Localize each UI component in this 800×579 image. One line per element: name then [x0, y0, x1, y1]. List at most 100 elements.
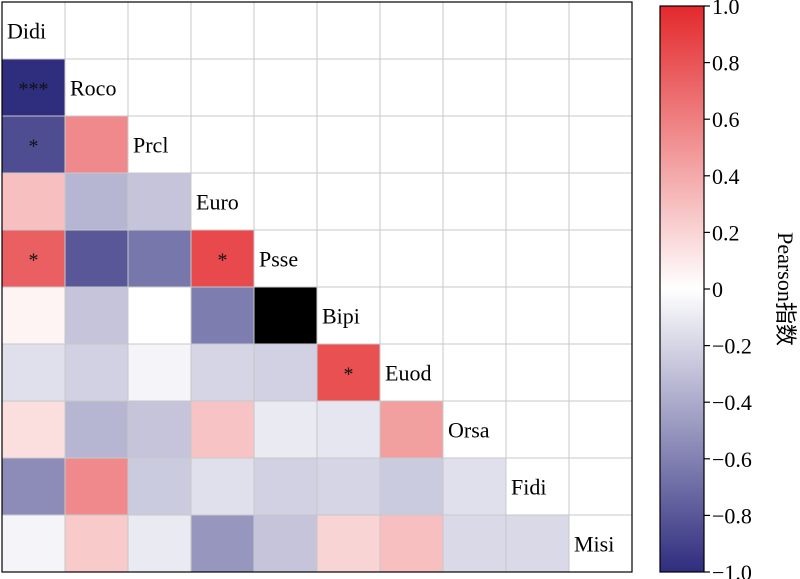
empty-cell	[127, 1, 192, 60]
heatmap-cell	[190, 400, 255, 459]
empty-cell	[568, 115, 633, 174]
colorbar: 1.0 0.8 0.6 0.4 0.2 0 −0.2 −0.4 −0.6 −0.8 −1.0 Pea…	[659, 0, 798, 579]
empty-cell	[190, 1, 255, 60]
empty-cell	[316, 286, 381, 345]
empty-cell	[505, 286, 570, 345]
empty-cell	[505, 400, 570, 459]
heatmap-cell	[1, 286, 66, 345]
heatmap-grid: Didi *** Roco * Prcl Euro * * Psse Bipi * Euod Orsa F…	[1, 1, 633, 573]
heatmap-cell	[190, 514, 255, 573]
colorbar-ticks: 1.0 0.8 0.6 0.4 0.2 0 −0.2 −0.4 −0.6 −0.8 −1.0	[704, 0, 752, 579]
significance-marker: ***	[19, 79, 49, 101]
variable-label: Orsa	[448, 418, 490, 443]
heatmap-cell	[64, 343, 129, 402]
heatmap-cell	[442, 514, 507, 573]
heatmap-cell	[64, 286, 129, 345]
variable-label: Roco	[70, 76, 116, 101]
heatmap-cell	[190, 229, 255, 288]
variable-label: Prcl	[133, 133, 168, 158]
empty-cell	[568, 457, 633, 516]
empty-cell	[505, 58, 570, 117]
empty-cell	[568, 343, 633, 402]
colorbar-tick-label: −0.4	[712, 390, 752, 415]
variable-label: Didi	[7, 19, 46, 44]
heatmap-cell	[379, 457, 444, 516]
empty-cell	[379, 343, 444, 402]
colorbar-gradient	[659, 5, 705, 573]
variable-label: Psse	[259, 247, 298, 272]
heatmap-cell	[127, 286, 192, 345]
heatmap-cell	[253, 514, 318, 573]
empty-cell	[379, 115, 444, 174]
empty-cell	[253, 115, 318, 174]
heatmap-cell	[127, 400, 192, 459]
empty-cell	[379, 172, 444, 231]
empty-cell	[127, 58, 192, 117]
empty-cell	[190, 58, 255, 117]
empty-cell	[568, 58, 633, 117]
significance-marker: *	[29, 136, 39, 158]
heatmap-cell	[64, 400, 129, 459]
heatmap-border	[1, 1, 633, 573]
empty-cell	[568, 1, 633, 60]
colorbar-tick-label: 0.2	[712, 220, 740, 245]
empty-cell	[505, 115, 570, 174]
empty-cell	[379, 229, 444, 288]
heatmap-cell	[505, 514, 570, 573]
heatmap-cell	[64, 229, 129, 288]
heatmap-cell	[127, 229, 192, 288]
empty-cell	[505, 172, 570, 231]
heatmap-cell	[1, 514, 66, 573]
empty-cell	[505, 229, 570, 288]
empty-cell	[379, 58, 444, 117]
empty-cell	[442, 172, 507, 231]
colorbar-tick-label: −0.8	[712, 503, 752, 528]
heatmap-frame	[1, 1, 633, 573]
heatmap-cell	[253, 457, 318, 516]
significance-marker: *	[344, 364, 354, 386]
empty-cell	[190, 115, 255, 174]
colorbar-tick-label: 0.8	[712, 51, 740, 76]
colorbar-tick-label: 0.4	[712, 164, 740, 189]
empty-cell	[253, 172, 318, 231]
heatmap-cell	[1, 58, 66, 117]
empty-cell	[442, 286, 507, 345]
heatmap-cell	[64, 514, 129, 573]
empty-cell	[442, 115, 507, 174]
empty-cell	[316, 172, 381, 231]
empty-cell	[316, 1, 381, 60]
empty-cell	[64, 58, 129, 117]
heatmap-cell	[190, 457, 255, 516]
empty-cell	[190, 172, 255, 231]
empty-cell	[379, 286, 444, 345]
heatmap-cell	[1, 343, 66, 402]
colorbar-tick-label: −0.6	[712, 447, 752, 472]
heatmap-cell	[379, 514, 444, 573]
empty-cell	[505, 457, 570, 516]
empty-cell	[505, 1, 570, 60]
empty-cell	[442, 229, 507, 288]
variable-label: Bipi	[322, 304, 360, 329]
empty-cell	[505, 343, 570, 402]
empty-cell	[442, 343, 507, 402]
empty-cell	[442, 58, 507, 117]
variable-label: Euro	[196, 190, 239, 215]
heatmap-cell	[64, 115, 129, 174]
heatmap-cell	[253, 343, 318, 402]
heatmap-cell	[64, 172, 129, 231]
empty-cell	[253, 1, 318, 60]
heatmap-cell	[127, 172, 192, 231]
empty-cell	[316, 58, 381, 117]
heatmap-cell	[253, 400, 318, 459]
heatmap-cell	[190, 286, 255, 345]
heatmap-cell	[127, 514, 192, 573]
empty-cell	[568, 286, 633, 345]
significance-marker: *	[29, 250, 39, 272]
heatmap-cell	[379, 400, 444, 459]
heatmap-cell	[1, 457, 66, 516]
variable-label: Fidi	[511, 475, 546, 500]
heatmap-cell	[1, 172, 66, 231]
heatmap-cell	[64, 457, 129, 516]
empty-cell	[568, 172, 633, 231]
